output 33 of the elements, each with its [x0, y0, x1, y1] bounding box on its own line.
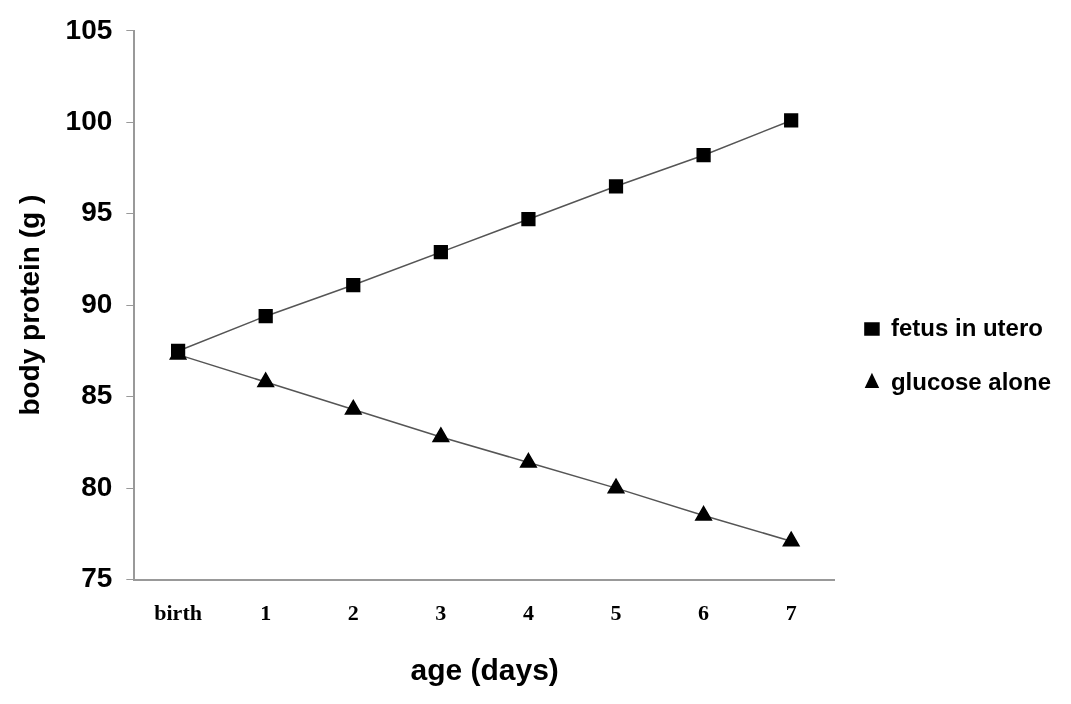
- point: [433, 245, 448, 260]
- y-tick-label: 105: [65, 13, 113, 45]
- x-axis-title: age (days): [410, 653, 559, 687]
- y-tick-label: 90: [81, 287, 113, 319]
- legend-label: glucose alone: [890, 367, 1051, 395]
- y-tick-label: 85: [81, 379, 113, 411]
- y-axis-title: body protein (g ): [13, 194, 45, 416]
- point: [784, 113, 799, 128]
- point: [432, 427, 450, 443]
- x-tick-label: birth: [154, 600, 202, 626]
- y-tick-label: 95: [81, 196, 113, 228]
- x-tick-label: 3: [435, 600, 447, 626]
- y-tick-label: 100: [65, 104, 113, 136]
- x-tick-label: 5: [610, 600, 622, 626]
- point: [346, 277, 361, 293]
- point: [519, 452, 537, 468]
- legend-label: fetus in utero: [890, 313, 1043, 341]
- point: [782, 531, 800, 547]
- point: [258, 309, 273, 324]
- y-tick-label: 80: [81, 470, 113, 502]
- point: [695, 505, 713, 521]
- x-tick-label: 7: [785, 600, 797, 626]
- point: [607, 478, 625, 494]
- point: [521, 212, 536, 227]
- x-tick-label: 1: [260, 600, 272, 626]
- point: [608, 179, 624, 194]
- point: [696, 148, 711, 163]
- x-tick-label: 4: [522, 600, 534, 626]
- point: [257, 372, 275, 388]
- point: [344, 399, 362, 415]
- y-tick-label: 75: [81, 562, 113, 594]
- x-tick-label: 6: [698, 600, 710, 626]
- x-tick-label: 2: [347, 600, 359, 626]
